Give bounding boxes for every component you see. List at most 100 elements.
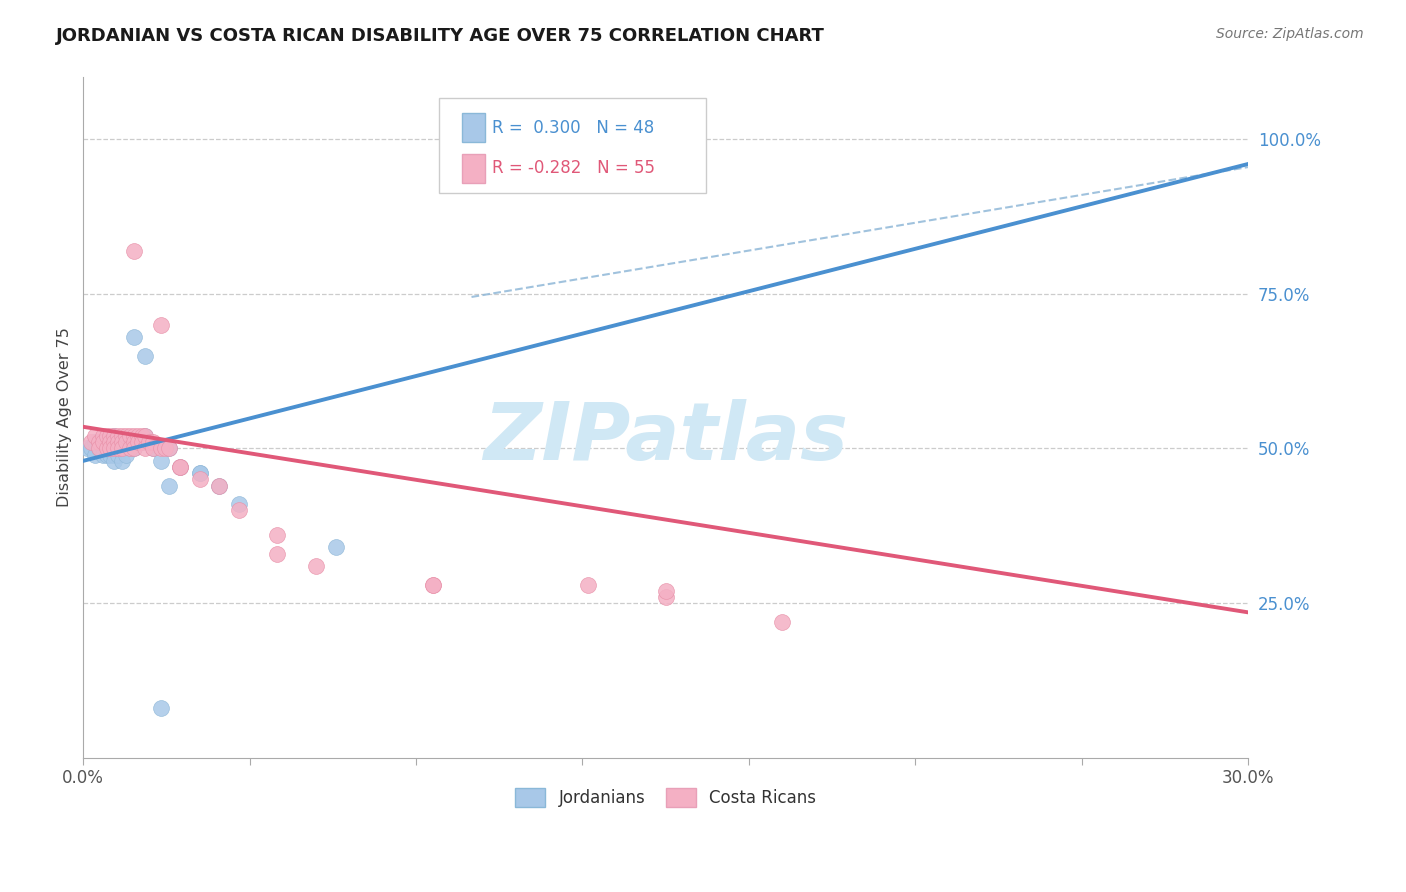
Point (131, 429, 153, 443)
Point (266, 528, 288, 542)
Point (87, 442, 110, 456)
Point (76, 442, 98, 456)
Point (118, 435, 141, 450)
Point (149, 454, 172, 468)
Point (122, 442, 145, 456)
Point (228, 503, 250, 517)
Point (576, 577, 599, 591)
Point (100, 442, 122, 456)
Point (770, 615, 793, 629)
Point (134, 442, 156, 456)
Point (188, 472, 211, 486)
Point (107, 435, 129, 450)
Point (96, 429, 118, 443)
Point (188, 466, 211, 480)
Point (91, 442, 114, 456)
Point (118, 429, 141, 443)
Point (103, 442, 125, 456)
Point (103, 429, 125, 443)
Point (122, 435, 145, 450)
Point (115, 448, 138, 462)
Text: ZIPatlas: ZIPatlas (484, 399, 848, 477)
Text: R =  0.300   N = 48: R = 0.300 N = 48 (492, 119, 654, 136)
Point (107, 442, 129, 456)
Point (107, 435, 129, 450)
Point (131, 435, 153, 450)
Point (100, 435, 122, 450)
Point (122, 435, 145, 450)
Point (228, 497, 250, 511)
Point (422, 577, 444, 591)
Y-axis label: Disability Age Over 75: Disability Age Over 75 (58, 327, 72, 508)
Point (169, 460, 191, 475)
Point (266, 547, 288, 561)
Point (111, 435, 134, 450)
Point (305, 558, 328, 573)
FancyBboxPatch shape (439, 98, 706, 193)
Point (96, 442, 118, 456)
Point (80, 442, 103, 456)
Point (111, 442, 134, 456)
Point (111, 454, 134, 468)
Point (118, 442, 141, 456)
Point (103, 442, 125, 456)
Point (134, 429, 156, 443)
Point (107, 442, 129, 456)
Point (107, 429, 129, 443)
Point (149, 318, 172, 332)
Point (654, 590, 676, 604)
Point (208, 478, 231, 492)
Point (134, 429, 156, 443)
Point (169, 460, 191, 475)
Point (134, 349, 156, 363)
Point (84, 429, 107, 443)
Point (122, 429, 145, 443)
Point (100, 429, 122, 443)
Point (91, 435, 114, 450)
Point (142, 435, 165, 450)
Point (87, 435, 110, 450)
Point (138, 435, 160, 450)
Point (142, 442, 165, 456)
Point (157, 478, 180, 492)
Legend: Jordanians, Costa Ricans: Jordanians, Costa Ricans (509, 781, 823, 814)
Point (127, 435, 149, 450)
Point (80, 435, 103, 450)
Point (100, 442, 122, 456)
Point (169, 460, 191, 475)
Point (103, 454, 125, 468)
Text: JORDANIAN VS COSTA RICAN DISABILITY AGE OVER 75 CORRELATION CHART: JORDANIAN VS COSTA RICAN DISABILITY AGE … (56, 27, 825, 45)
Point (127, 435, 149, 450)
Bar (461, 113, 485, 142)
Point (115, 429, 138, 443)
Point (87, 435, 110, 450)
Point (91, 448, 114, 462)
Point (153, 442, 176, 456)
Point (103, 429, 125, 443)
Point (96, 448, 118, 462)
Point (325, 541, 347, 555)
Text: R = -0.282   N = 55: R = -0.282 N = 55 (492, 160, 655, 178)
Point (127, 429, 149, 443)
Point (115, 435, 138, 450)
Point (131, 435, 153, 450)
Text: Source: ZipAtlas.com: Source: ZipAtlas.com (1216, 27, 1364, 41)
Point (107, 448, 129, 462)
Point (100, 448, 122, 462)
Point (111, 435, 134, 450)
Point (96, 435, 118, 450)
Point (87, 442, 110, 456)
Point (149, 701, 172, 715)
Point (142, 442, 165, 456)
Point (157, 442, 180, 456)
Point (96, 442, 118, 456)
Point (84, 448, 107, 462)
Point (111, 429, 134, 443)
Bar (461, 154, 485, 183)
Point (118, 442, 141, 456)
Point (111, 442, 134, 456)
Point (149, 442, 172, 456)
Point (91, 435, 114, 450)
Point (122, 442, 145, 456)
Point (103, 435, 125, 450)
